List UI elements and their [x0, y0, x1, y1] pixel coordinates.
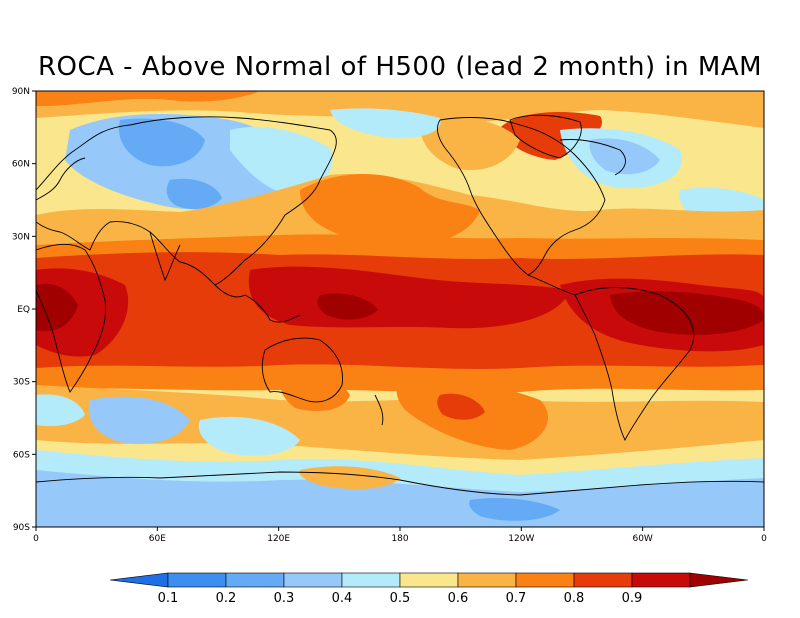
field-pacific-lightblue: [330, 108, 441, 139]
field-tropics-maroon-central: [317, 293, 378, 320]
lat-tick-label: 60N: [12, 160, 30, 170]
colorbar-label: 0.7: [506, 591, 527, 606]
field-antarctic-blue: [36, 470, 764, 527]
lat-tick-label: 60S: [13, 450, 30, 460]
colorbar-label: 0.2: [216, 591, 237, 606]
coast-europe: [36, 157, 86, 201]
map-title: ROCA - Above Normal of H500 (lead 2 mont…: [37, 52, 763, 82]
colorbar-label: 0.3: [274, 591, 295, 606]
longitude-axis: 0 60E 120E 180 120W 60W 0: [33, 527, 767, 544]
field-arctic-red: [36, 91, 260, 106]
colorbar-label: 0.8: [564, 591, 585, 606]
roca-field: [36, 91, 764, 527]
coast-canada-arctic: [559, 139, 626, 176]
colorbar-swatch: [457, 572, 517, 588]
colorbar-swatch: [573, 572, 633, 588]
coast-africa: [36, 243, 107, 393]
colorbar-swatch: [399, 572, 459, 588]
field-central-asia-blue: [166, 178, 222, 210]
lon-tick-label: 120W: [508, 534, 534, 544]
colorbar-label: 0.6: [448, 591, 469, 606]
field-antarctic-blue-patch: [469, 498, 560, 521]
lon-tick-label: 0: [33, 534, 39, 544]
colorbar-swatch: [341, 572, 401, 588]
latitude-axis: 90N 60N 30N EQ 30S 60S 90S: [12, 87, 36, 533]
lon-tick-label: 180: [391, 534, 408, 544]
lon-tick-label: 60W: [632, 534, 652, 544]
colorbar-low-arrow: [109, 572, 169, 588]
coast-new-zealand: [374, 394, 384, 426]
lat-tick-label: 90S: [13, 523, 30, 533]
coastlines: [36, 114, 764, 496]
lon-tick-label: 0: [761, 534, 767, 544]
colorbar-label: 0.9: [622, 591, 643, 606]
field-tropics-maroon-west: [36, 283, 78, 332]
colorbar-swatch: [631, 572, 691, 588]
lon-tick-label: 120E: [267, 534, 290, 544]
field-tropics-maroon-east: [610, 291, 764, 335]
coast-australia: [261, 337, 343, 403]
field-sh-lightblue-2: [198, 416, 300, 456]
coast-se-asia: [214, 284, 301, 323]
lat-tick-label: 30N: [12, 232, 30, 242]
field-sh-red-indian: [279, 373, 350, 412]
lat-tick-label: EQ: [17, 305, 30, 315]
coast-antarctica: [36, 471, 764, 496]
colorbar-label: 0.1: [158, 591, 179, 606]
colorbar-high-arrow: [689, 572, 749, 588]
field-sh-blue-indian: [88, 396, 190, 444]
field-sh-darkred-patch: [437, 393, 485, 420]
lon-tick-label: 60E: [149, 534, 166, 544]
colorbar-swatch: [515, 572, 575, 588]
colorbar: 0.1 0.2 0.3 0.4 0.5 0.6 0.7 0.8 0.9: [109, 572, 749, 606]
coast-north-america: [437, 117, 606, 276]
lat-tick-label: 90N: [12, 87, 30, 97]
field-eurasia-lightblue: [230, 126, 333, 195]
colorbar-label: 0.4: [332, 591, 353, 606]
field-siberia-blue: [118, 118, 205, 167]
lat-tick-label: 30S: [13, 378, 30, 388]
coast-greenland: [509, 114, 582, 159]
coast-south-america: [574, 287, 695, 442]
colorbar-swatch: [225, 572, 285, 588]
field-npacific-red: [300, 174, 480, 247]
colorbar-swatch: [167, 572, 227, 588]
field-antarctic-orange-patch: [299, 466, 400, 490]
colorbar-label: 0.5: [390, 591, 411, 606]
colorbar-swatch: [283, 572, 343, 588]
field-sh-lightblue: [36, 394, 85, 427]
coast-eurasia: [36, 116, 337, 286]
coast-central-america: [527, 274, 576, 296]
coast-india: [149, 231, 181, 282]
field-alaska-orange: [419, 116, 520, 171]
